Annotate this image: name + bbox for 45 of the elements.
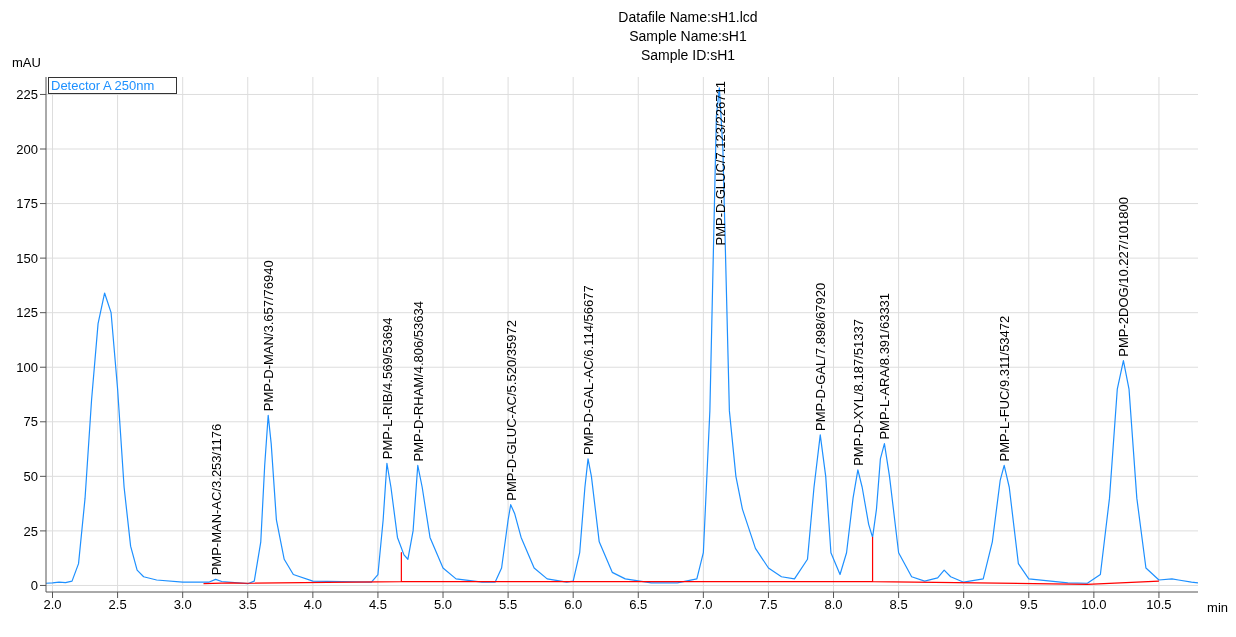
x-tick-label: 9.5 [1019,597,1038,613]
x-tick-label: 4.0 [303,597,322,613]
x-tick-label: 2.0 [43,597,62,613]
annotation: PMP-MAN-AC/3.253/1176 [208,423,224,576]
annotation: PMP-D-GLUC/7.123/226711 [713,81,729,246]
x-tick-label: 3.5 [238,597,257,613]
annotation: PMP-2DOG/10.227/101800 [1116,196,1132,357]
x-tick-label: 8.0 [824,597,843,613]
x-tick-label: 7.5 [759,597,778,613]
x-tick-label: 6.0 [564,597,583,613]
x-axis-title: min [1207,600,1228,615]
chart-subtitle: Sample Name:sH1 Sample ID:sH1 [628,27,748,65]
annotation: PMP-D-XYL/8.187/51337 [850,319,866,466]
y-tick-label: 150 [16,250,38,266]
x-tick-label: 10.5 [1146,597,1172,613]
x-tick-label: 2.5 [108,597,127,613]
y-tick-label: 125 [16,305,38,321]
x-tick-label: 6.5 [629,597,648,613]
annotation: PMP-D-GAL-AC/6.114/56677 [581,285,597,455]
annotation: PMP-L-FUC/9.311/53472 [997,315,1013,462]
annotation: PMP-L-RIB/4.569/53694 [379,317,395,460]
annotation: PMP-D-GLUC-AC/5.520/35972 [503,320,519,501]
annotation: PMP-D-RHAM/4.806/53634 [410,301,426,462]
annotation: PMP-D-MAN/3.657/76940 [261,260,277,412]
y-axis-title: mAU [12,55,41,70]
y-tick-label: 25 [23,523,38,539]
y-tick-label: 225 [16,87,38,103]
text: Detector A 250nm [51,78,155,93]
y-tick-label: 100 [16,359,38,375]
annotation: PMP-L-ARA/8.391/63331 [877,292,893,440]
y-tick-label: 75 [23,414,38,430]
y-tick-label: 50 [23,468,38,484]
x-tick-label: 5.0 [433,597,453,613]
x-tick-label: 10.0 [1081,597,1107,613]
x-tick-label: 7.0 [694,597,713,613]
x-tick-label: 9.0 [954,597,973,613]
y-tick-label: 0 [30,578,38,594]
x-tick-label: 3.0 [173,597,192,613]
x-tick-label: 4.5 [368,597,387,613]
chart-title: Datafile Name:sH1.lcd [617,8,759,27]
y-tick-label: 200 [16,141,38,157]
x-tick-label: 5.5 [499,597,518,613]
y-tick-label: 175 [16,196,38,212]
x-tick-label: 8.5 [889,597,908,613]
annotation: PMP-D-GAL/7.898/67920 [813,282,829,431]
